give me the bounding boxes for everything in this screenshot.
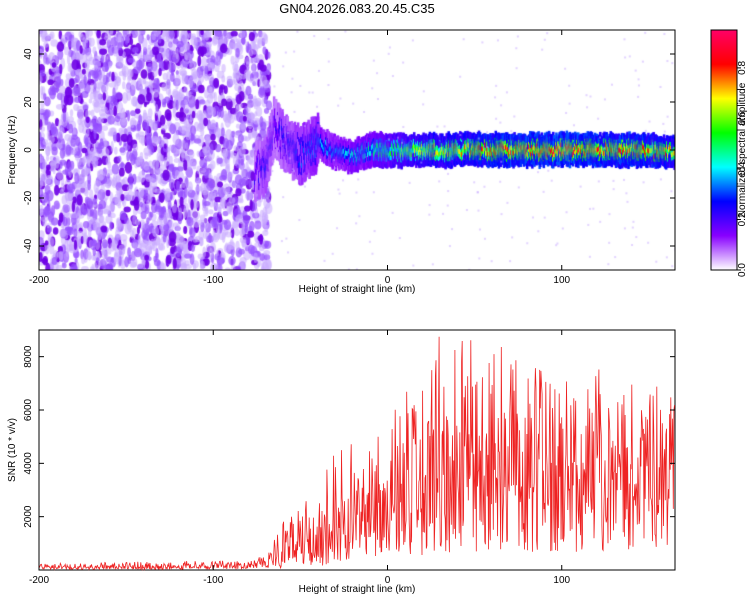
y-tick-label: 8000 [23,345,34,368]
snr-y-label: SNR (10 * v/v) [7,418,18,482]
x-tick-label: 0 [385,275,391,286]
spectrogram-x-ticks: -200 -100 0 100 [29,30,571,286]
colorbar-tick-label: 0.6 [737,111,748,125]
colorbar [710,29,738,271]
x-tick-label: -100 [203,575,223,586]
colorbar-label: Normalized spectral amplitude [737,82,748,217]
snr-y-ticks: 2000 4000 6000 8000 [23,345,675,528]
colorbar-tick-label: 0.4 [737,162,748,176]
y-tick-label: -40 [23,238,34,253]
x-tick-label: -200 [29,275,49,286]
spectrogram-heatmap [39,30,675,270]
colorbar-tick-label: 0.2 [737,212,748,226]
snr-plot-frame [38,329,676,571]
x-tick-label: -100 [203,275,223,286]
x-tick-label: 0 [385,575,391,586]
snr-series-line [38,336,675,571]
y-tick-label: 0 [23,147,34,153]
snr-x-label: Height of straight line (km) [299,584,416,595]
y-tick-label: -20 [23,190,34,205]
x-tick-label: -200 [29,575,49,586]
x-tick-label: 100 [553,275,570,286]
figure-title: GN04.2026.083.20.45.C35 [279,1,434,16]
colorbar-tick-label: 0.8 [737,61,748,75]
spectrogram-y-label: Frequency (Hz) [7,116,18,185]
y-tick-label: 20 [23,96,34,108]
colorbar-tick-label: 0.0 [737,263,748,277]
x-tick-label: 100 [553,575,570,586]
y-tick-label: 40 [23,48,34,60]
spectrogram-y-ticks: -40 -20 0 20 40 [23,48,675,253]
spectrogram-frame [38,29,676,271]
y-tick-label: 6000 [23,398,34,421]
snr-x-ticks: -200 -100 0 100 [29,330,571,586]
y-tick-label: 4000 [23,452,34,475]
spectrogram-x-label: Height of straight line (km) [299,284,416,295]
y-tick-label: 2000 [23,505,34,528]
colorbar-ticks: 0.0 0.2 0.4 0.6 0.8 [737,61,748,277]
